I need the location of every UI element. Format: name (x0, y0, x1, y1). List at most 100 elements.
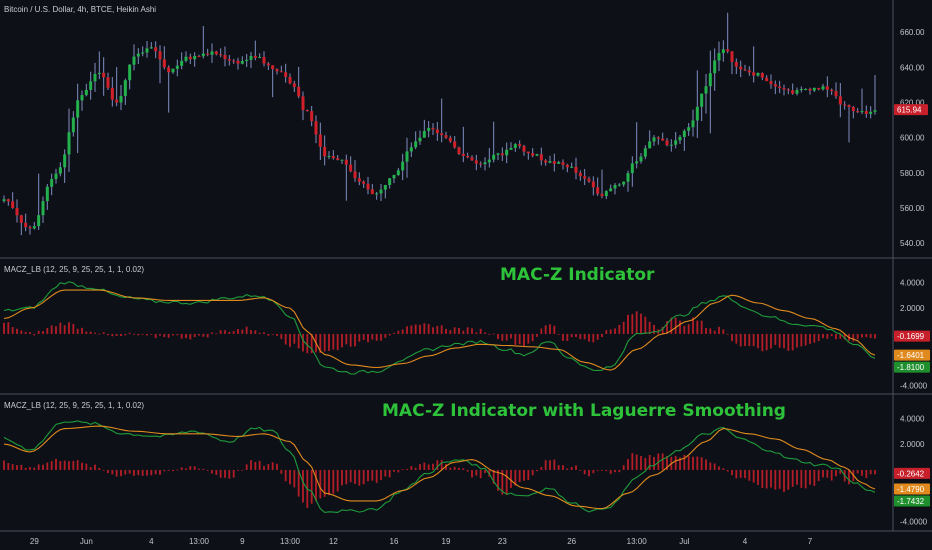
histogram-bar (661, 326, 664, 334)
histogram-bar (137, 469, 140, 476)
candle-body (136, 53, 140, 57)
histogram-bar (276, 333, 278, 336)
histogram-bar (68, 461, 70, 470)
price-candle (765, 75, 769, 82)
price-candle (557, 160, 561, 164)
candle-body (258, 56, 262, 58)
price-candle (28, 225, 32, 235)
histogram-bar (692, 317, 694, 334)
price-candle (804, 88, 808, 91)
price-candle (838, 83, 842, 118)
histogram-bar (596, 469, 599, 471)
candle-body (704, 86, 708, 94)
histogram-bar (835, 469, 837, 477)
price-candle (444, 131, 448, 139)
candle-body (565, 164, 569, 168)
histogram-bar (111, 469, 114, 475)
candle-body (318, 134, 322, 147)
macz-y-axis[interactable]: 4.0000 2.0000 -4.0000 (900, 278, 928, 390)
candle-body (63, 154, 67, 168)
price-candle (665, 138, 669, 147)
candle-body (84, 89, 88, 96)
histogram-bar (835, 333, 837, 340)
histogram-bar (380, 333, 382, 341)
histogram-bar (85, 463, 88, 470)
candle-body (492, 154, 496, 160)
histogram-bar (185, 333, 187, 339)
histogram-bar (809, 333, 811, 344)
price-candle (80, 90, 84, 111)
candle-body (539, 154, 543, 161)
candle-body (643, 148, 647, 157)
candle-body (370, 189, 374, 195)
price-y-axis[interactable]: 540.00 560.00 580.00 600.00 620.00 640.00 660.… (900, 28, 925, 248)
histogram-bar (596, 333, 599, 340)
macz-laguerre-y-axis[interactable]: 4.0000 2.0000 -4.0000 (900, 414, 928, 526)
price-candle (791, 83, 795, 95)
histogram-bar (757, 333, 759, 349)
candle-body (214, 51, 218, 55)
histogram-bar (605, 330, 608, 334)
price-candle (67, 108, 71, 172)
price-candle (210, 43, 214, 63)
histogram-bar (822, 469, 824, 478)
price-candle (492, 121, 496, 163)
histogram-bar (3, 460, 5, 470)
histogram-bar (718, 466, 720, 470)
time-tick-label: 26 (567, 537, 576, 546)
histogram-bar (614, 328, 616, 334)
price-candles[interactable] (2, 12, 877, 236)
histogram-bar (527, 469, 530, 481)
candle-body (583, 176, 587, 179)
histogram-bar (865, 333, 868, 338)
candle-body (535, 154, 539, 156)
histogram-bar (570, 333, 573, 338)
candle-body (838, 96, 842, 105)
time-tick-label: 4 (149, 537, 154, 546)
price-candle (487, 148, 491, 168)
histogram-bar (375, 469, 378, 483)
histogram-bar (46, 462, 49, 470)
histogram-bar (271, 333, 274, 335)
candle-body (227, 59, 231, 61)
histogram-bar (653, 456, 655, 470)
price-candle (76, 83, 80, 154)
price-candle (799, 86, 803, 93)
time-axis[interactable]: 29 Jun 4 13:00 9 13:00 12 16 19 23 26 13:00 Jul 4 7 (30, 537, 813, 546)
value-tag: -1.6401 (894, 349, 930, 361)
histogram-bar (644, 457, 647, 470)
macz-pane[interactable]: 4.0000 2.0000 -4.0000 -0.1699 -1.6401 -1.810… (3, 265, 930, 391)
price-candle (392, 174, 396, 184)
histogram-bar (94, 332, 96, 334)
candle-body (769, 81, 773, 85)
price-candle (375, 191, 379, 200)
price-candle (106, 72, 110, 90)
histogram-bar (358, 469, 361, 486)
candle-body (795, 90, 799, 94)
histogram-bar (865, 469, 868, 479)
price-candle (84, 83, 88, 97)
price-pane[interactable]: 540.00 560.00 580.00 600.00 620.00 640.00 660.… (2, 5, 929, 248)
candle-body (843, 104, 847, 106)
candle-body (93, 73, 97, 82)
candle-body (786, 89, 790, 91)
macz-laguerre-pane[interactable]: 4.0000 2.0000 -4.0000 -0.2642 -1.4790 -1.743… (3, 401, 930, 527)
price-candle (219, 48, 223, 58)
histogram-bar (72, 323, 75, 334)
candle-body (245, 59, 249, 62)
candle-body (188, 56, 192, 60)
histogram-bar (475, 469, 478, 476)
histogram-bar (869, 333, 872, 339)
histogram-bar (852, 333, 855, 342)
price-candle (383, 184, 387, 199)
histogram-bar (55, 326, 57, 334)
histogram-bar (752, 469, 755, 483)
histogram-bar (705, 459, 707, 470)
histogram-bar (406, 468, 408, 470)
histogram-bar (471, 328, 473, 334)
histogram-bar (16, 465, 18, 470)
signal-line (3, 425, 876, 510)
candle-body (466, 155, 470, 158)
histogram-bar (332, 333, 335, 350)
